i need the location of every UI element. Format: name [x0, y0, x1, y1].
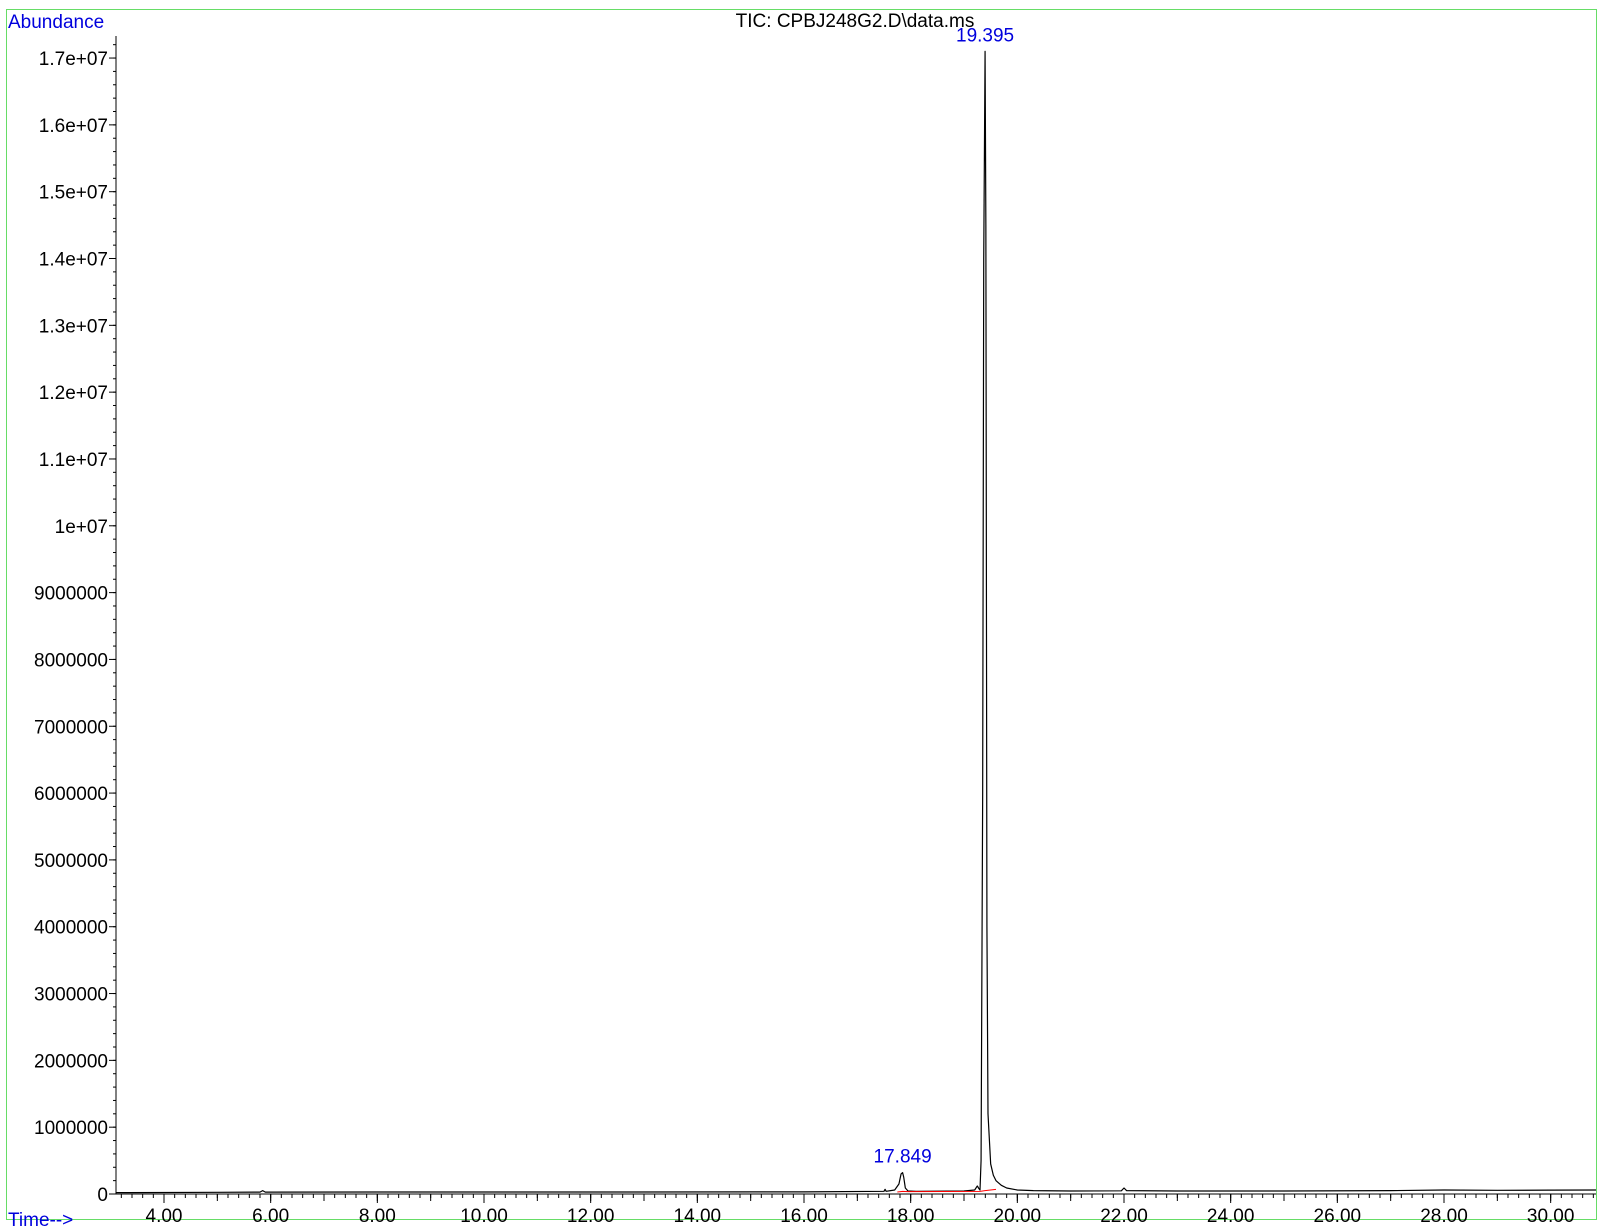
y-tick-label: 1.5e+07	[39, 183, 108, 204]
y-tick-label: 7000000	[34, 717, 108, 738]
x-tick-label: 8.00	[359, 1206, 396, 1227]
y-tick-label: 1.1e+07	[39, 450, 108, 471]
x-tick-label: 12.00	[567, 1206, 615, 1227]
y-tick-label: 4000000	[34, 918, 108, 939]
x-tick-label: 30.00	[1527, 1206, 1575, 1227]
y-tick-label: 1.2e+07	[39, 383, 108, 404]
x-tick-label: 16.00	[780, 1206, 828, 1227]
y-tick-label: 2000000	[34, 1051, 108, 1072]
x-axis: 4.00 6.00 8.00 10.00 12.00 14.00 16.00 18.00 20.…	[116, 1193, 1596, 1227]
x-tick-label: 6.00	[252, 1206, 289, 1227]
x-tick-label: 14.00	[674, 1206, 722, 1227]
chart-frame	[6, 9, 1597, 1220]
peak-label: 19.395	[956, 25, 1014, 46]
y-tick-label: 6000000	[34, 784, 108, 805]
y-axis-label: Abundance	[8, 12, 104, 33]
chart-title: TIC: CPBJ248G2.D\data.ms	[736, 11, 975, 32]
y-tick-label: 1.3e+07	[39, 316, 108, 337]
y-tick-label: 1.7e+07	[39, 49, 108, 70]
y-tick-label: 1.6e+07	[39, 116, 108, 137]
x-tick-label: 22.00	[1100, 1206, 1148, 1227]
tic-trace	[115, 50, 1597, 1194]
peak-label: 17.849	[874, 1147, 932, 1168]
x-tick-label: 20.00	[994, 1206, 1042, 1227]
annotation-layer: 19.395 17.849	[874, 25, 1015, 1167]
y-tick-label: 1000000	[34, 1118, 108, 1139]
x-tick-label: 28.00	[1420, 1206, 1468, 1227]
x-tick-label: 24.00	[1207, 1206, 1255, 1227]
x-tick-label: 26.00	[1314, 1206, 1362, 1227]
x-tick-label: 18.00	[887, 1206, 935, 1227]
series-layer	[115, 50, 1597, 1194]
x-tick-label: 10.00	[460, 1206, 508, 1227]
baseline-trace	[897, 1188, 997, 1193]
x-tick-label: 4.00	[146, 1206, 183, 1227]
y-tick-label: 8000000	[34, 650, 108, 671]
y-tick-label: 5000000	[34, 851, 108, 872]
y-tick-label: 1e+07	[55, 517, 108, 538]
y-tick-label: 1.4e+07	[39, 250, 108, 271]
y-tick-label: 9000000	[34, 584, 108, 605]
y-axis: 0 1000000 2000000 3000000 4000000 5000000 6000…	[34, 36, 117, 1206]
y-tick-label: 3000000	[34, 985, 108, 1006]
y-tick-label: 0	[97, 1185, 108, 1206]
x-axis-label: Time-->	[8, 1210, 73, 1230]
